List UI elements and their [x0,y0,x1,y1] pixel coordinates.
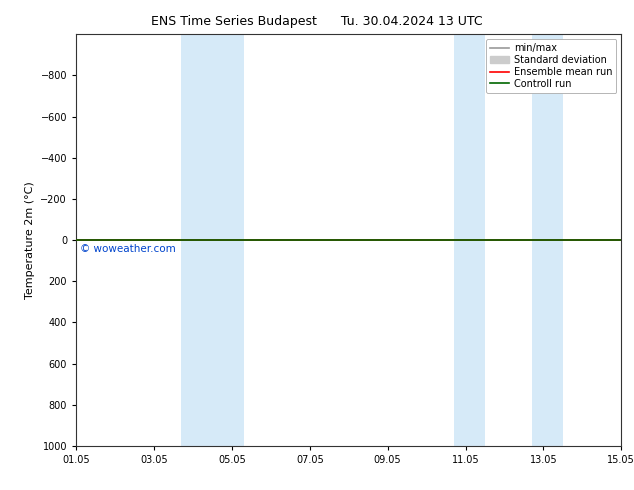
Text: ENS Time Series Budapest      Tu. 30.04.2024 13 UTC: ENS Time Series Budapest Tu. 30.04.2024 … [151,15,483,28]
Legend: min/max, Standard deviation, Ensemble mean run, Controll run: min/max, Standard deviation, Ensemble me… [486,39,616,93]
Bar [212,34,243,446]
Y-axis label: Temperature 2m (°C): Temperature 2m (°C) [25,181,35,299]
Bar [454,34,485,446]
Text: © woweather.com: © woweather.com [80,244,176,254]
Bar [532,34,563,446]
Bar [181,34,212,446]
